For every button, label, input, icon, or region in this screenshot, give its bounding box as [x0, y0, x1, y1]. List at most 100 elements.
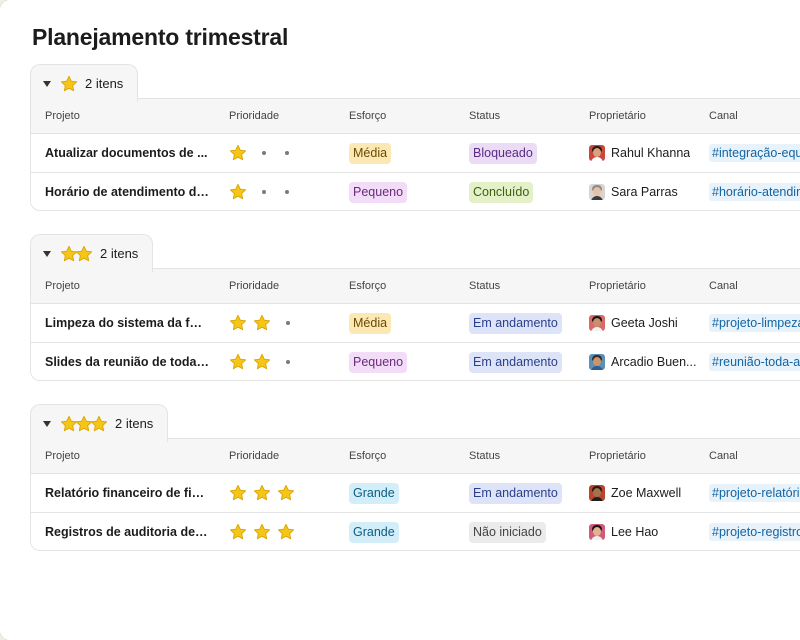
status-tag[interactable]: Concluído: [469, 181, 534, 203]
status-cell[interactable]: Em andamento: [469, 474, 579, 512]
column-header-owner[interactable]: Proprietário: [589, 280, 646, 292]
channel-link[interactable]: #projeto-relatório: [709, 484, 800, 502]
channel-link[interactable]: #horário-atendim: [709, 183, 800, 201]
owner[interactable]: Sara Parras: [589, 184, 678, 200]
column-header-status[interactable]: Status: [469, 110, 501, 122]
effort-tag[interactable]: Média: [349, 142, 392, 164]
priority-cell[interactable]: [229, 513, 339, 550]
status-tag[interactable]: Em andamento: [469, 351, 562, 373]
column-header-effort[interactable]: Esforço: [349, 280, 387, 292]
project-name[interactable]: Limpeza do sistema da folha ...: [45, 316, 209, 330]
owner-name[interactable]: Arcadio Buen...: [611, 355, 697, 369]
owner[interactable]: Geeta Joshi: [589, 315, 678, 331]
effort-cell[interactable]: Pequeno: [349, 343, 459, 380]
owner-cell[interactable]: Sara Parras: [589, 173, 705, 210]
group-header-tab[interactable]: 2 itens: [30, 404, 169, 444]
column-header-priority[interactable]: Prioridade: [229, 110, 280, 122]
column-header-channel[interactable]: Canal: [709, 450, 738, 462]
column-header-channel[interactable]: Canal: [709, 110, 738, 122]
column-header-priority[interactable]: Prioridade: [229, 450, 280, 462]
effort-cell[interactable]: Grande: [349, 513, 459, 550]
owner-cell[interactable]: Lee Hao: [589, 513, 705, 550]
priority-rating[interactable]: [229, 484, 301, 502]
column-header-project[interactable]: Projeto: [45, 450, 80, 462]
avatar[interactable]: [589, 485, 605, 501]
avatar[interactable]: [589, 315, 605, 331]
project-name[interactable]: Relatório financeiro de final d...: [45, 486, 209, 500]
status-cell[interactable]: Não iniciado: [469, 513, 579, 550]
priority-rating[interactable]: [229, 314, 300, 332]
table-row[interactable]: Atualizar documentos de ... Média Bloquead…: [31, 133, 800, 172]
effort-cell[interactable]: Média: [349, 134, 459, 172]
table-row[interactable]: Horário de atendimento do ... Pequeno Conc…: [31, 172, 800, 210]
status-cell[interactable]: Concluído: [469, 173, 579, 210]
effort-cell[interactable]: Pequeno: [349, 173, 459, 210]
status-tag[interactable]: Em andamento: [469, 312, 562, 334]
status-cell[interactable]: Em andamento: [469, 304, 579, 342]
project-name[interactable]: Slides da reunião de toda a ...: [45, 355, 209, 369]
project-name[interactable]: Atualizar documentos de ...: [45, 146, 208, 160]
owner-cell[interactable]: Geeta Joshi: [589, 304, 705, 342]
column-header-effort[interactable]: Esforço: [349, 450, 387, 462]
column-header-channel[interactable]: Canal: [709, 280, 738, 292]
channel-cell[interactable]: #projeto-relatório: [709, 474, 800, 512]
group-header-tab[interactable]: 2 itens: [30, 234, 154, 274]
column-header-project[interactable]: Projeto: [45, 280, 80, 292]
priority-cell[interactable]: [229, 134, 339, 172]
channel-link[interactable]: #integração-equi: [709, 144, 800, 162]
status-cell[interactable]: Em andamento: [469, 343, 579, 380]
group-header-tab[interactable]: 2 itens: [30, 64, 139, 104]
column-header-owner[interactable]: Proprietário: [589, 450, 646, 462]
chevron-down-icon[interactable]: [43, 420, 51, 427]
channel-link[interactable]: #projeto-limpeza: [709, 314, 800, 332]
priority-cell[interactable]: [229, 304, 339, 342]
priority-rating[interactable]: [229, 183, 299, 201]
column-header-effort[interactable]: Esforço: [349, 110, 387, 122]
priority-rating[interactable]: [229, 353, 300, 371]
chevron-down-icon[interactable]: [43, 250, 51, 257]
status-tag[interactable]: Bloqueado: [469, 142, 537, 164]
effort-tag[interactable]: Média: [349, 312, 392, 334]
owner-cell[interactable]: Zoe Maxwell: [589, 474, 705, 512]
owner[interactable]: Zoe Maxwell: [589, 485, 681, 501]
owner-name[interactable]: Rahul Khanna: [611, 146, 691, 160]
avatar[interactable]: [589, 184, 605, 200]
owner-cell[interactable]: Rahul Khanna: [589, 134, 705, 172]
project-name[interactable]: Registros de auditoria de F&A: [45, 525, 209, 539]
effort-tag[interactable]: Grande: [349, 482, 399, 504]
status-tag[interactable]: Não iniciado: [469, 521, 546, 543]
owner-name[interactable]: Sara Parras: [611, 185, 678, 199]
owner-name[interactable]: Geeta Joshi: [611, 316, 678, 330]
chevron-down-icon[interactable]: [43, 80, 51, 87]
column-header-priority[interactable]: Prioridade: [229, 280, 280, 292]
channel-cell[interactable]: #projeto-limpeza: [709, 304, 800, 342]
table-row[interactable]: Slides da reunião de toda a ... Pequeno Em…: [31, 342, 800, 380]
channel-cell[interactable]: #projeto-registro: [709, 513, 800, 550]
table-row[interactable]: Registros de auditoria de F&A Grande Não i…: [31, 512, 800, 550]
priority-cell[interactable]: [229, 474, 339, 512]
channel-cell[interactable]: #horário-atendim: [709, 173, 800, 210]
column-header-project[interactable]: Projeto: [45, 110, 80, 122]
channel-cell[interactable]: #integração-equi: [709, 134, 800, 172]
status-tag[interactable]: Em andamento: [469, 482, 562, 504]
channel-cell[interactable]: #reunião-toda-a-: [709, 343, 800, 380]
priority-cell[interactable]: [229, 173, 339, 210]
owner-name[interactable]: Lee Hao: [611, 525, 659, 539]
owner-cell[interactable]: Arcadio Buen...: [589, 343, 705, 380]
priority-rating[interactable]: [229, 523, 301, 541]
column-header-owner[interactable]: Proprietário: [589, 110, 646, 122]
column-header-status[interactable]: Status: [469, 450, 501, 462]
avatar[interactable]: [589, 145, 605, 161]
effort-tag[interactable]: Pequeno: [349, 351, 408, 373]
owner-name[interactable]: Zoe Maxwell: [611, 486, 682, 500]
channel-link[interactable]: #projeto-registro: [709, 523, 800, 541]
priority-cell[interactable]: [229, 343, 339, 380]
column-header-status[interactable]: Status: [469, 280, 501, 292]
priority-rating[interactable]: [229, 144, 299, 162]
project-name[interactable]: Horário de atendimento do ...: [45, 185, 209, 199]
owner[interactable]: Lee Hao: [589, 524, 658, 540]
table-row[interactable]: Relatório financeiro de final d... Grande…: [31, 473, 800, 512]
effort-tag[interactable]: Pequeno: [349, 181, 408, 203]
status-cell[interactable]: Bloqueado: [469, 134, 579, 172]
effort-cell[interactable]: Grande: [349, 474, 459, 512]
